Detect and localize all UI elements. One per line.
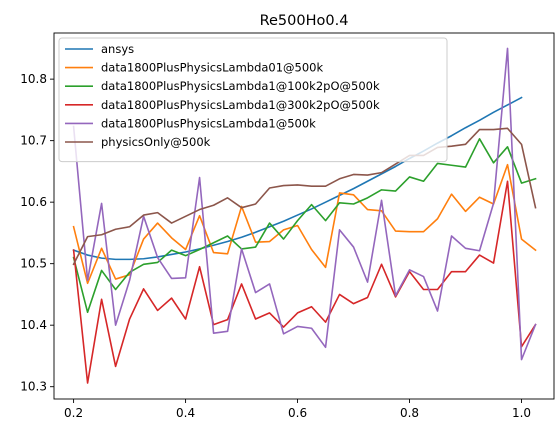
legend-label-data1800plusphysicslambda1-300k2po-500k: data1800PlusPhysicsLambda1@300k2pO@500k	[101, 98, 380, 112]
y-tick-label: 10.4	[20, 318, 47, 332]
y-tick-label: 10.6	[20, 195, 47, 209]
y-tick-label: 10.8	[20, 72, 47, 86]
x-tick-label: 0.2	[64, 406, 83, 420]
legend-label-data1800plusphysicslambda01-500k: data1800PlusPhysicsLambda01@500k	[101, 61, 323, 75]
y-tick-label: 10.7	[20, 134, 47, 148]
x-tick-label: 0.6	[288, 406, 307, 420]
legend-label-data1800plusphysicslambda1-500k: data1800PlusPhysicsLambda1@500k	[101, 116, 316, 130]
x-tick-label: 1.0	[512, 406, 531, 420]
legend-label-ansys: ansys	[101, 42, 134, 56]
legend: ansys data1800PlusPhysicsLambda01@500k dat…	[59, 38, 447, 162]
y-tick-label: 10.3	[20, 380, 47, 394]
chart-title: Re500Ho0.4	[260, 13, 349, 29]
x-tick-label: 0.4	[176, 406, 195, 420]
x-tick-label: 0.8	[400, 406, 419, 420]
legend-label-physicsonly-500k: physicsOnly@500k	[101, 135, 211, 149]
legend-label-data1800plusphysicslambda1-100k2po-500k: data1800PlusPhysicsLambda1@100k2pO@500k	[101, 79, 380, 93]
y-tick-label: 10.5	[20, 257, 47, 271]
